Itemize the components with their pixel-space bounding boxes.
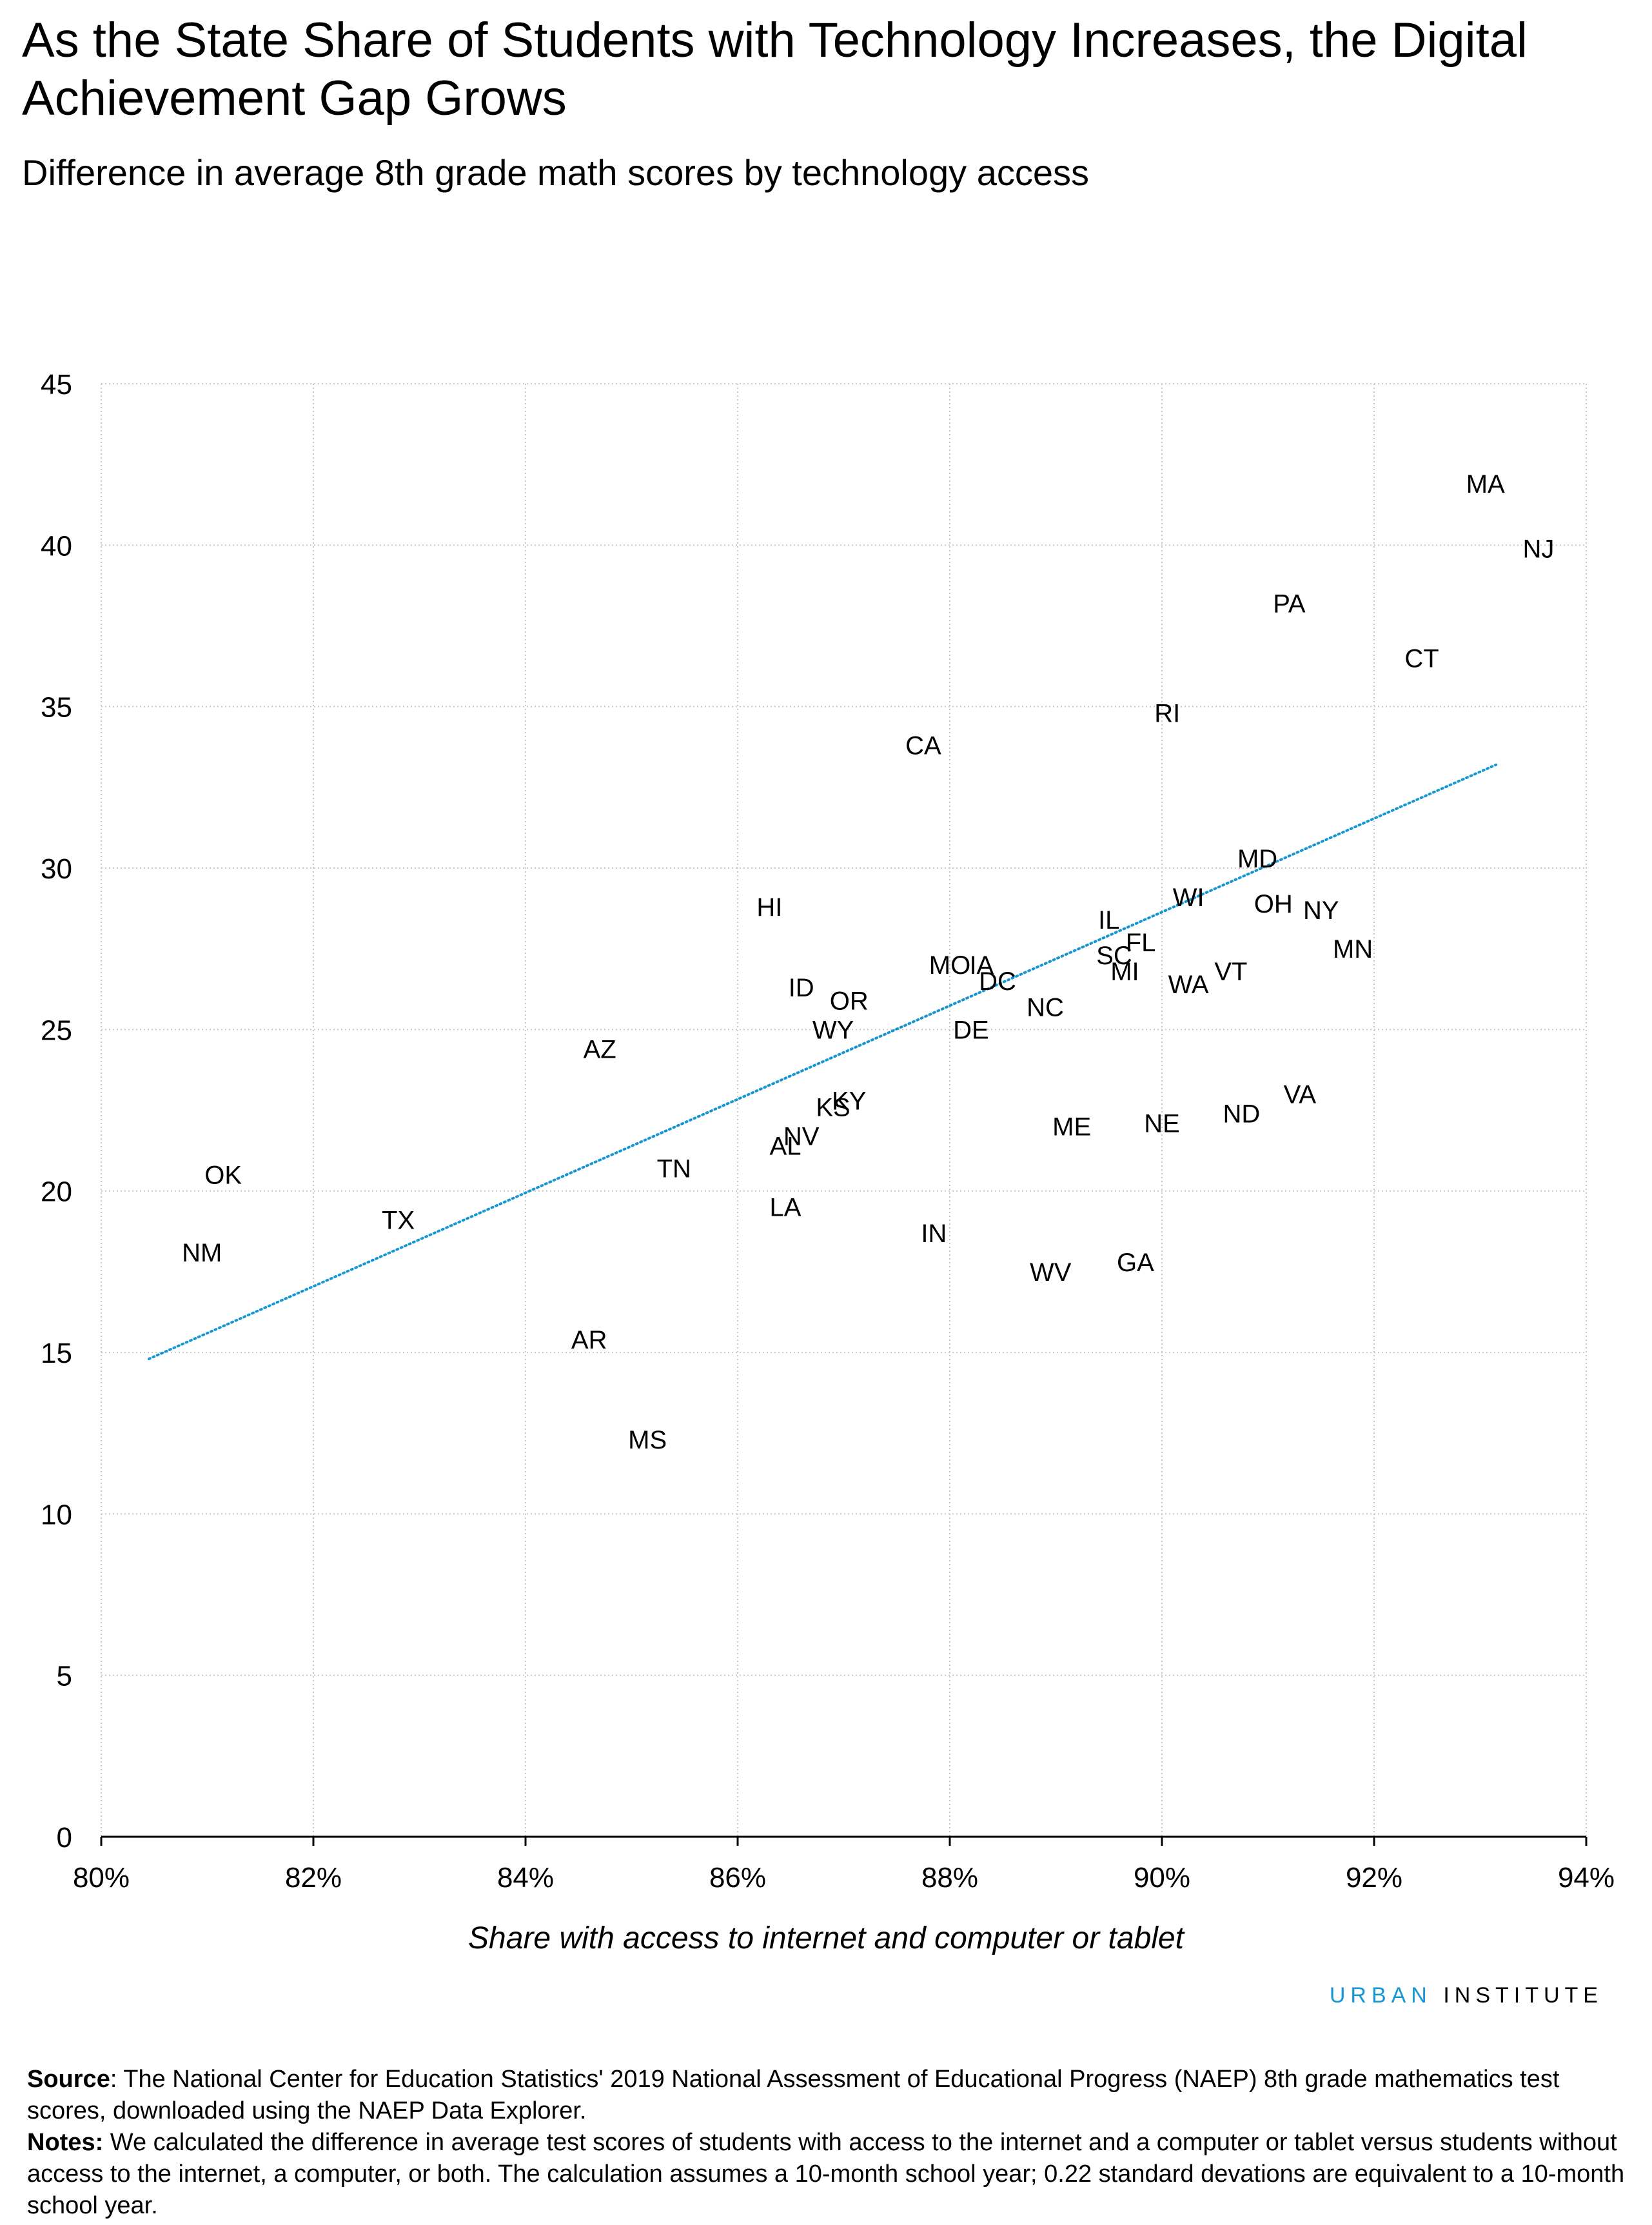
chart-axes <box>100 384 1588 1846</box>
y-tick-label: 25 <box>41 1014 72 1046</box>
y-tick-label: 40 <box>41 530 72 562</box>
point-label-il: IL <box>1098 906 1119 934</box>
y-tick-label: 0 <box>57 1822 72 1854</box>
point-label-ok: OK <box>204 1162 242 1190</box>
point-label-ne: NE <box>1144 1110 1180 1138</box>
point-label-mo: MO <box>929 951 970 980</box>
x-tick-label: 80% <box>73 1862 130 1894</box>
point-label-ga: GA <box>1117 1249 1154 1277</box>
point-label-me: ME <box>1052 1113 1091 1142</box>
point-label-in: IN <box>921 1220 947 1248</box>
point-label-ma: MA <box>1466 470 1505 499</box>
chart-title: As the State Share of Students with Tech… <box>22 13 1528 126</box>
point-label-nc: NC <box>1027 993 1064 1022</box>
y-tick-label: 35 <box>41 692 72 724</box>
footnote: Source: The National Center for Educatio… <box>27 2064 1626 2222</box>
trendline <box>148 763 1498 1361</box>
point-label-ks: KS <box>816 1093 850 1122</box>
x-tick-label: 90% <box>1134 1862 1190 1894</box>
notes-label: Notes: <box>27 2129 104 2156</box>
point-label-hi: HI <box>756 893 782 922</box>
point-label-fl: FL <box>1126 929 1156 957</box>
point-label-va: VA <box>1284 1080 1317 1109</box>
point-label-pa: PA <box>1273 589 1306 618</box>
point-label-vt: VT <box>1214 958 1247 986</box>
x-tick-label: 92% <box>1346 1862 1402 1894</box>
point-label-ky: KY <box>832 1087 866 1115</box>
point-label-al: AL <box>770 1132 801 1161</box>
point-label-ca: CA <box>905 732 941 760</box>
point-label-dc: DC <box>979 967 1016 996</box>
x-axis-label: Share with access to internet and comput… <box>468 1921 1184 1955</box>
point-label-oh: OH <box>1254 890 1293 918</box>
point-label-ri: RI <box>1154 700 1180 728</box>
x-tick-label: 82% <box>285 1862 342 1894</box>
scatter-chart: 0 5 10 15 20 25 30 35 40 45 80% 82% 84% 86% 88% 90% 92% 9… <box>41 369 1615 1894</box>
brand-institute: INSTITUTE <box>1443 1983 1603 2008</box>
x-tick-label: 84% <box>497 1862 554 1894</box>
y-tick-label: 5 <box>57 1661 72 1692</box>
source-note: Source: The National Center for Educatio… <box>27 2064 1626 2127</box>
point-label-ms: MS <box>628 1426 667 1454</box>
point-label-tn: TN <box>657 1155 691 1183</box>
brand-urban: URBAN <box>1329 1983 1432 2008</box>
point-label-ct: CT <box>1404 645 1439 673</box>
point-label-or: OR <box>830 987 869 1015</box>
point-label-ia: IA <box>969 951 994 980</box>
tick-labels: 0 5 10 15 20 25 30 35 40 45 80% 82% 84% 86% 88% 90% 92% 9… <box>41 369 1615 1894</box>
y-tick-label: 15 <box>41 1338 72 1369</box>
source-text: : The National Center for Education Stat… <box>27 2066 1560 2124</box>
chart-subtitle: Difference in average 8th grade math sco… <box>22 152 1090 193</box>
point-label-ar: AR <box>571 1326 607 1354</box>
x-tick-label: 86% <box>709 1862 766 1894</box>
point-label-nm: NM <box>182 1239 222 1267</box>
point-label-sc: SC <box>1096 942 1132 970</box>
point-label-md: MD <box>1237 845 1277 873</box>
point-label-wa: WA <box>1168 971 1209 999</box>
source-label: Source <box>27 2066 110 2093</box>
notes-text: We calculated the difference in average … <box>27 2129 1625 2219</box>
trendline-path <box>148 763 1498 1361</box>
point-label-la: LA <box>770 1194 801 1222</box>
y-tick-label: 10 <box>41 1499 72 1530</box>
point-label-az: AZ <box>584 1035 616 1063</box>
point-label-tx: TX <box>382 1207 415 1235</box>
notes-note: Notes: We calculated the difference in a… <box>27 2127 1626 2222</box>
point-label-nd: ND <box>1223 1100 1260 1129</box>
point-label-wy: WY <box>812 1016 854 1044</box>
point-label-id: ID <box>789 974 814 1002</box>
point-label-wi: WI <box>1173 884 1205 912</box>
y-tick-label: 30 <box>41 853 72 885</box>
y-tick-label: 45 <box>41 369 72 400</box>
point-label-de: DE <box>953 1016 989 1044</box>
point-label-mn: MN <box>1333 935 1373 964</box>
point-label-nv: NV <box>783 1123 820 1151</box>
y-tick-label: 20 <box>41 1176 72 1208</box>
point-label-nj: NJ <box>1523 535 1555 563</box>
point-label-wv: WV <box>1030 1258 1072 1287</box>
x-tick-label: 94% <box>1558 1862 1615 1894</box>
point-label-mi: MI <box>1110 958 1139 986</box>
urban-institute-logo: URBAN INSTITUTE <box>1330 1983 1603 2008</box>
x-tick-label: 88% <box>921 1862 978 1894</box>
point-label-ny: NY <box>1303 896 1339 925</box>
